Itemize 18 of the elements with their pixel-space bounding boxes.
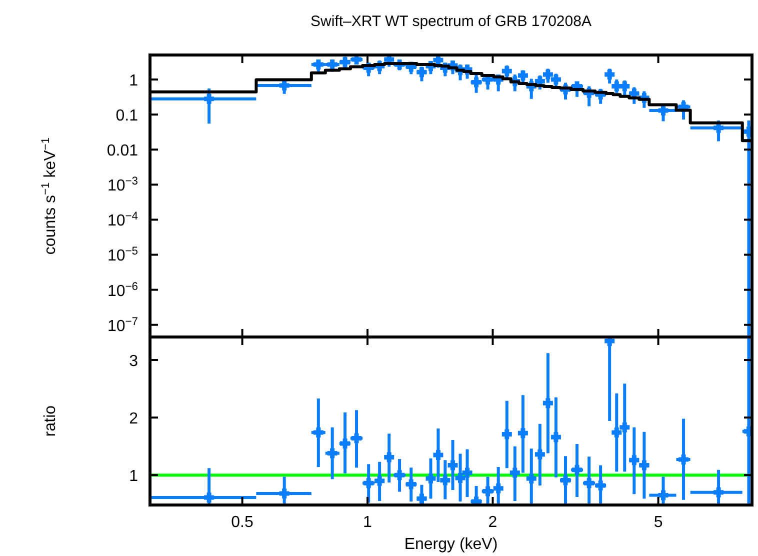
y-tick-label: 10$^{−3}$ xyxy=(107,176,138,195)
y-tick-label: 0.01 xyxy=(106,142,138,160)
y-tick-label: 1 xyxy=(129,468,138,486)
y-tick-label: 10$^{−6}$ xyxy=(107,280,138,300)
x-tick-label: 0.5 xyxy=(231,514,254,531)
chart-title: Swift–XRT WT spectrum of GRB 170208A xyxy=(310,13,592,30)
x-tick-label: 2 xyxy=(488,514,498,531)
y-tick-label: 2 xyxy=(129,410,138,428)
y-tick-label: 10$^{−7}$ xyxy=(107,316,138,335)
y-tick-label: 3 xyxy=(129,353,138,370)
x-tick-label: 1 xyxy=(363,514,372,531)
y-tick-label: 10$^{−5}$ xyxy=(107,246,138,265)
y-axis-title: ratio xyxy=(42,405,59,437)
y-tick-label: 1 xyxy=(129,72,138,90)
x-axis-title: Energy (keV) xyxy=(404,536,498,553)
x-tick-label: 5 xyxy=(654,514,663,531)
y-tick-label: 0.1 xyxy=(116,108,138,125)
y-tick-label: 10$^{−4}$ xyxy=(107,210,138,230)
